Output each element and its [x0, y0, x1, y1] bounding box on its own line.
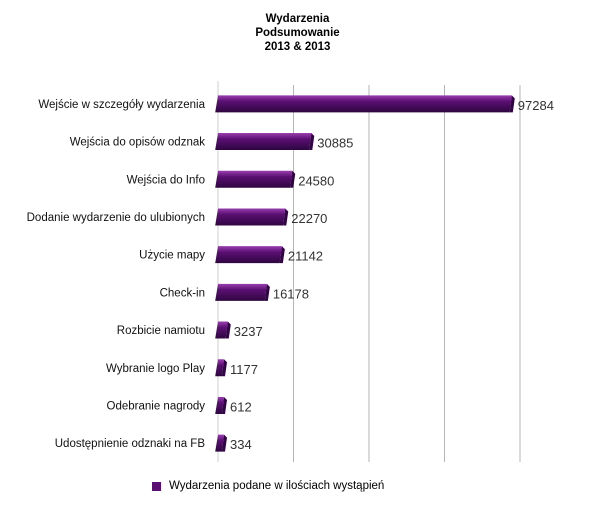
category-label: Wybranie logo Play — [106, 363, 205, 375]
value-label: 3237 — [234, 324, 263, 339]
chart-subtitle: Podsumowanie — [255, 27, 340, 39]
bar — [215, 133, 312, 151]
bar — [215, 95, 512, 113]
bar — [215, 359, 224, 377]
bar-end-cap — [221, 396, 227, 414]
chart-subtitle-years: 2013 & 2013 — [264, 41, 331, 53]
category-label: Wejście w szczegóły wydarzenia — [38, 99, 205, 111]
bar-end-cap — [221, 434, 227, 452]
bar — [215, 434, 224, 452]
bar-end-cap — [290, 170, 296, 188]
bar-end-cap — [264, 283, 270, 301]
category-label: Wejścia do opisów odznak — [70, 137, 206, 149]
bars — [215, 95, 515, 452]
category-label: Użycie mapy — [139, 250, 205, 262]
chart-title: Wydarzenia — [265, 13, 330, 25]
bar-end-cap — [509, 95, 515, 113]
bar-end-cap — [283, 208, 289, 226]
legend: Wydarzenia podane w ilościach wystąpień — [152, 478, 384, 494]
value-label: 1177 — [230, 362, 258, 377]
legend-swatch — [152, 481, 161, 491]
chart-titles: Wydarzenia Podsumowanie 2013 & 2013 — [0, 12, 595, 54]
bar-end-cap — [225, 321, 231, 339]
bar-end-cap — [309, 133, 315, 151]
value-label: 16178 — [273, 286, 309, 301]
bar — [215, 170, 293, 188]
value-label: 21142 — [288, 249, 323, 264]
value-labels: 97284 30885 24580 22270 21142 16178 3237 1177 61… — [230, 98, 554, 452]
value-label: 30885 — [317, 136, 353, 151]
category-label: Dodanie wydarzenie do ulubionych — [27, 212, 205, 224]
bar — [215, 246, 282, 264]
bar — [215, 283, 267, 301]
bar — [215, 396, 224, 414]
category-label: Udostępnienie odznaki na FB — [55, 438, 206, 450]
category-labels: Wejście w szczegóły wydarzenia Wejścia do… — [27, 99, 206, 450]
value-label: 24580 — [298, 173, 334, 188]
bar — [215, 208, 286, 226]
category-label: Check-in — [160, 287, 205, 299]
category-label: Rozbicie namiotu — [117, 325, 205, 337]
value-label: 22270 — [291, 211, 327, 226]
value-label: 334 — [230, 437, 252, 452]
bar — [215, 321, 228, 339]
legend-label: Wydarzenia podane w ilościach wystąpień — [169, 480, 385, 492]
bar-end-cap — [221, 359, 227, 377]
bar-end-cap — [279, 246, 285, 264]
category-label: Wejścia do Info — [127, 174, 205, 186]
category-label: Odebranie nagrody — [107, 400, 206, 412]
value-label: 97284 — [518, 98, 554, 113]
value-label: 612 — [230, 399, 252, 414]
